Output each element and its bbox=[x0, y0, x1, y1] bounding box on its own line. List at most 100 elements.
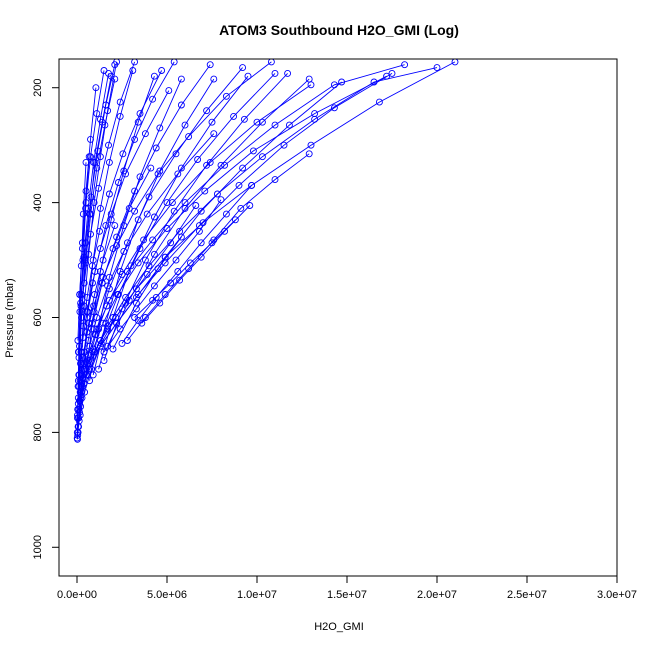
data-point bbox=[95, 184, 103, 192]
data-point bbox=[96, 204, 104, 212]
data-point bbox=[217, 196, 225, 204]
profile-series bbox=[78, 69, 396, 390]
data-point bbox=[90, 199, 98, 207]
data-point bbox=[141, 130, 149, 138]
data-point bbox=[74, 377, 82, 385]
series-line bbox=[79, 61, 456, 416]
data-point bbox=[168, 199, 176, 207]
series-line bbox=[81, 64, 116, 295]
data-point bbox=[258, 153, 266, 161]
profile-series bbox=[91, 64, 247, 339]
data-point bbox=[98, 279, 106, 287]
data-point bbox=[172, 150, 180, 158]
profile-series bbox=[73, 153, 93, 436]
data-point bbox=[210, 130, 218, 138]
series-line bbox=[87, 236, 182, 364]
data-point bbox=[127, 262, 135, 270]
data-point bbox=[102, 222, 110, 230]
data-point bbox=[143, 270, 151, 278]
data-point bbox=[235, 181, 243, 189]
data-point bbox=[194, 156, 202, 163]
data-point bbox=[107, 216, 115, 224]
data-point bbox=[246, 202, 254, 209]
series-line bbox=[134, 219, 236, 318]
chart-title: ATOM3 Southbound H2O_GMI (Log) bbox=[219, 22, 459, 38]
data-point bbox=[161, 253, 169, 261]
plot-data bbox=[73, 59, 459, 443]
data-point bbox=[201, 187, 209, 195]
data-point bbox=[156, 167, 164, 175]
series-line bbox=[141, 205, 251, 324]
y-tick-label: 1000 bbox=[32, 535, 44, 559]
data-point bbox=[330, 104, 338, 112]
data-point bbox=[150, 72, 158, 80]
data-point bbox=[91, 268, 99, 275]
series-line bbox=[79, 64, 405, 401]
data-point bbox=[93, 164, 101, 172]
data-point bbox=[131, 314, 139, 321]
data-point bbox=[284, 69, 292, 77]
series-line bbox=[86, 61, 175, 318]
data-point bbox=[105, 69, 112, 77]
data-point bbox=[248, 181, 256, 189]
data-point bbox=[111, 75, 119, 83]
data-point bbox=[285, 121, 293, 129]
data-point bbox=[85, 153, 93, 161]
profile-series bbox=[76, 59, 459, 419]
data-point bbox=[258, 118, 266, 126]
y-tick-label: 400 bbox=[32, 193, 44, 211]
y-axis: 200 400 600 800 1000 bbox=[32, 79, 60, 560]
series-line bbox=[77, 61, 272, 404]
data-point bbox=[134, 216, 142, 224]
data-point bbox=[123, 239, 131, 247]
data-point bbox=[104, 342, 112, 350]
data-point bbox=[131, 59, 139, 66]
data-point bbox=[149, 236, 157, 244]
data-point bbox=[177, 164, 185, 172]
data-point bbox=[170, 207, 178, 215]
data-point bbox=[87, 230, 94, 238]
data-point bbox=[197, 207, 205, 215]
profile-series bbox=[74, 87, 173, 413]
data-point bbox=[83, 314, 91, 321]
data-point bbox=[206, 61, 214, 69]
profile-series bbox=[100, 69, 292, 365]
data-point bbox=[105, 158, 113, 166]
x-tick-label: 1.0e+07 bbox=[237, 589, 277, 601]
profile-series bbox=[87, 61, 214, 333]
data-point bbox=[253, 118, 261, 126]
y-axis-label: Pressure (mbar) bbox=[4, 278, 16, 357]
profile-series bbox=[83, 59, 178, 321]
data-point bbox=[195, 227, 203, 235]
data-point bbox=[79, 256, 87, 264]
series-line bbox=[76, 156, 90, 433]
data-point bbox=[305, 75, 313, 83]
data-point bbox=[96, 268, 104, 275]
data-point bbox=[388, 69, 396, 77]
data-point bbox=[230, 112, 238, 120]
data-point bbox=[181, 204, 189, 212]
series-line bbox=[99, 73, 276, 341]
data-point bbox=[174, 170, 182, 178]
series-line bbox=[107, 78, 310, 347]
data-point bbox=[167, 279, 175, 287]
data-point bbox=[82, 204, 90, 212]
data-point bbox=[401, 61, 409, 69]
data-point bbox=[87, 135, 94, 143]
data-point bbox=[305, 150, 313, 158]
profile-series bbox=[75, 75, 119, 362]
data-point bbox=[150, 282, 158, 290]
data-point bbox=[145, 262, 153, 270]
series-line bbox=[98, 75, 249, 370]
data-point bbox=[208, 118, 216, 126]
x-axis-label: H2O_GMI bbox=[314, 621, 364, 633]
data-point bbox=[239, 64, 247, 72]
data-point bbox=[131, 187, 139, 195]
series-line bbox=[81, 73, 393, 387]
data-point bbox=[118, 339, 126, 347]
series-line bbox=[103, 199, 222, 353]
data-point bbox=[170, 59, 178, 66]
data-point bbox=[131, 207, 139, 215]
data-point bbox=[105, 285, 113, 293]
data-point bbox=[116, 268, 124, 275]
